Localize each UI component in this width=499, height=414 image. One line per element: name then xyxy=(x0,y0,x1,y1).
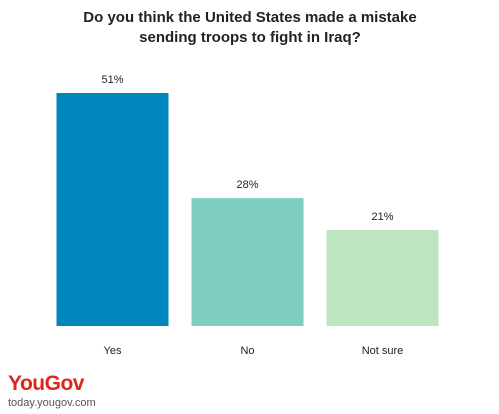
value-label: 21% xyxy=(371,211,393,223)
value-label: 28% xyxy=(236,179,258,191)
x-tick-label: No xyxy=(240,345,254,357)
bar xyxy=(56,93,169,326)
chart-title: Do you think the United States made a mi… xyxy=(83,9,417,46)
bar xyxy=(326,230,439,326)
source: today.yougov.com xyxy=(8,397,96,409)
x-tick-label: Yes xyxy=(104,345,122,357)
logo: YouGov xyxy=(8,372,84,395)
bar xyxy=(191,198,304,326)
value-label: 51% xyxy=(101,74,123,86)
x-tick-label: Not sure xyxy=(362,345,404,357)
